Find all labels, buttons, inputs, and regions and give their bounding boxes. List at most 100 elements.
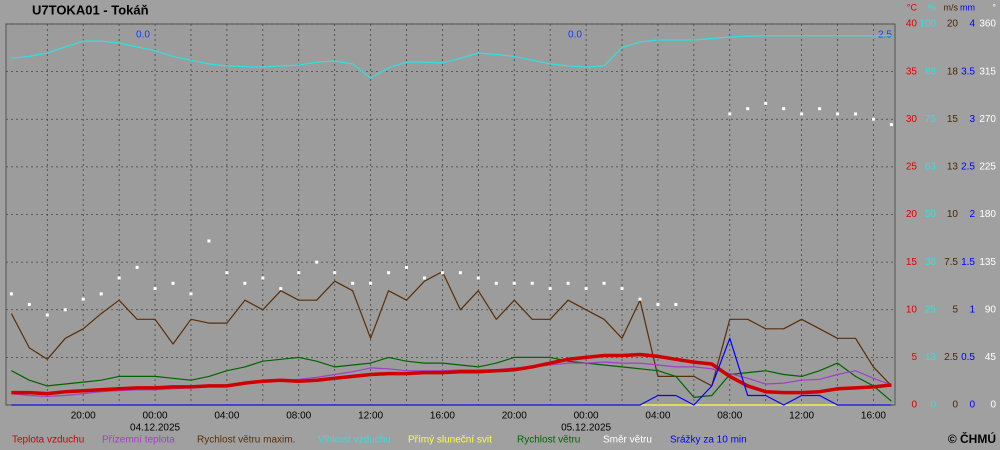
direction-dot <box>548 287 552 291</box>
direction-dot <box>889 123 893 127</box>
y-tick-label: 5 <box>952 304 958 315</box>
direction-dot <box>279 287 283 291</box>
legend-entry: Přímý sluneční svit <box>408 435 492 446</box>
y-tick-label: 0 <box>911 400 917 411</box>
x-tick-label: 04:00 <box>214 411 239 422</box>
direction-dot <box>782 107 786 111</box>
x-tick-label: 16:00 <box>430 411 455 422</box>
y-tick-label: 7.5 <box>944 257 958 268</box>
axis-unit: °C <box>907 2 918 12</box>
direction-dot <box>225 271 229 275</box>
x-tick-label: 00:00 <box>574 411 599 422</box>
y-tick-label: 180 <box>979 209 996 220</box>
x-tick-label: 12:00 <box>358 411 383 422</box>
direction-dot <box>404 265 408 269</box>
direction-dot <box>512 281 516 285</box>
y-tick-label: 0 <box>990 400 996 411</box>
y-tick-label: 1 <box>969 304 975 315</box>
direction-dot <box>351 281 355 285</box>
x-tick-label: 00:00 <box>143 411 168 422</box>
direction-dot <box>530 281 534 285</box>
y-tick-label: 5 <box>911 352 917 363</box>
y-tick-label: 10 <box>947 209 959 220</box>
y-tick-label: 0 <box>969 400 975 411</box>
x-tick-label: 20:00 <box>71 411 96 422</box>
direction-dot <box>818 107 822 111</box>
y-tick-label: 0 <box>952 400 958 411</box>
direction-dot <box>871 117 875 121</box>
direction-dot <box>171 281 175 285</box>
direction-dot <box>764 101 768 105</box>
y-tick-label: 10 <box>906 304 918 315</box>
y-tick-label: 0.5 <box>961 352 975 363</box>
y-tick-label: 225 <box>979 162 996 173</box>
y-tick-label: 15 <box>906 257 918 268</box>
direction-dot <box>387 271 391 275</box>
direction-dot <box>315 260 319 264</box>
axis-unit: ° <box>992 2 996 12</box>
direction-dot <box>620 287 624 291</box>
axis-unit: m/s <box>944 2 959 12</box>
y-tick-label: 1.5 <box>961 257 975 268</box>
direction-dot <box>656 302 660 306</box>
direction-dot <box>476 276 480 280</box>
direction-dot <box>243 281 247 285</box>
legend-entry: Rychlost větru maxim. <box>197 435 295 446</box>
y-tick-label: 18 <box>947 66 959 77</box>
direction-dot <box>584 287 588 291</box>
series-line <box>11 361 892 397</box>
y-tick-label: 2 <box>969 209 975 220</box>
axis-unit: % <box>928 2 936 12</box>
y-tick-label: 2.5 <box>944 352 958 363</box>
annotation: 0.0 <box>568 30 582 41</box>
annotation: 2.5 <box>878 30 892 41</box>
direction-dot <box>458 271 462 275</box>
x-tick-label: 08:00 <box>286 411 311 422</box>
direction-dot <box>440 271 444 275</box>
y-tick-label: 135 <box>979 257 996 268</box>
annotation: 0.0 <box>136 30 150 41</box>
y-tick-label: 13 <box>947 162 959 173</box>
y-tick-label: 2.5 <box>961 162 975 173</box>
y-tick-label: 25 <box>906 162 918 173</box>
y-tick-label: 38 <box>925 257 937 268</box>
y-tick-label: 45 <box>985 352 997 363</box>
series-line <box>11 35 892 79</box>
y-tick-label: 63 <box>925 162 937 173</box>
direction-dot <box>135 265 139 269</box>
y-tick-label: 25 <box>925 304 937 315</box>
x-tick-label: 08:00 <box>717 411 742 422</box>
direction-dot <box>261 276 265 280</box>
direction-dot <box>27 302 31 306</box>
y-tick-label: 3.5 <box>961 66 975 77</box>
y-tick-label: 90 <box>985 304 997 315</box>
direction-dot <box>207 239 211 243</box>
y-tick-label: 13 <box>925 352 937 363</box>
series-line <box>11 356 892 402</box>
direction-dot <box>853 112 857 116</box>
direction-dot <box>602 281 606 285</box>
y-tick-label: 75 <box>925 114 937 125</box>
direction-dot <box>153 287 157 291</box>
series-line <box>11 337 892 406</box>
legend-entry: Směr větru <box>603 435 652 446</box>
direction-dot <box>800 112 804 116</box>
y-tick-label: 0 <box>930 400 936 411</box>
x-tick-label: 20:00 <box>502 411 527 422</box>
direction-dot <box>81 297 85 301</box>
date-label: 04.12.2025 <box>130 423 180 434</box>
direction-dot <box>746 107 750 111</box>
legend-entry: Teplota vzduchu <box>12 435 84 446</box>
direction-dot <box>674 302 678 306</box>
y-tick-label: 30 <box>906 114 918 125</box>
y-tick-label: 15 <box>947 114 959 125</box>
legend-entry: Srážky za 10 min <box>670 435 747 446</box>
direction-dot <box>638 297 642 301</box>
series-line <box>10 271 892 387</box>
y-tick-label: 315 <box>979 66 996 77</box>
axis-unit: mm <box>960 2 975 12</box>
direction-dot <box>422 276 426 280</box>
y-tick-label: 20 <box>947 19 959 30</box>
